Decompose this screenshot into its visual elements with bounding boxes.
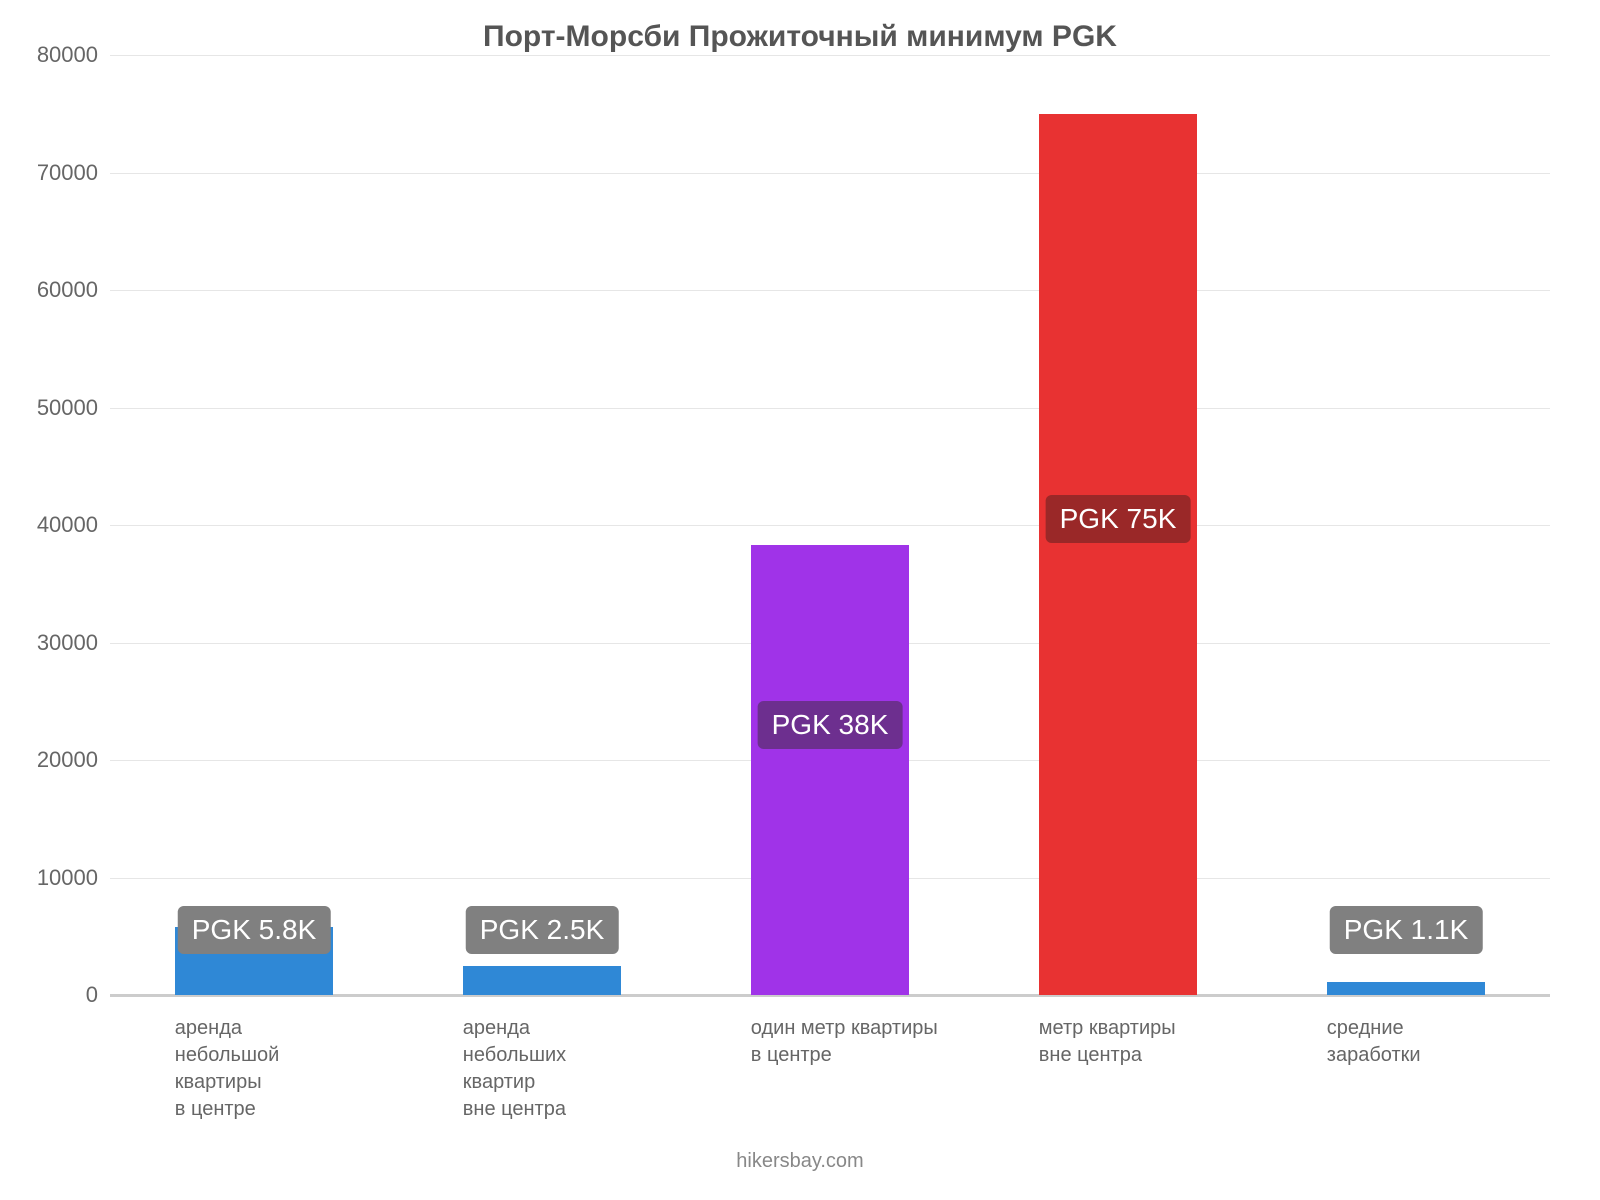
- value-label: PGK 2.5K: [466, 906, 619, 954]
- gridline: [110, 408, 1550, 409]
- y-tick-label: 0: [86, 982, 98, 1008]
- bar: [463, 966, 621, 995]
- x-tick-label: аренда небольших квартир вне центра: [463, 1015, 737, 1123]
- bar: [1039, 114, 1197, 995]
- value-label: PGK 5.8K: [178, 906, 331, 954]
- x-tick-label: метр квартиры вне центра: [1039, 1015, 1313, 1069]
- value-label: PGK 75K: [1046, 495, 1191, 543]
- chart-title: Порт-Морсби Прожиточный минимум PGK: [0, 20, 1600, 54]
- gridline: [110, 173, 1550, 174]
- y-tick-label: 40000: [37, 512, 98, 538]
- chart-footer: hikersbay.com: [0, 1150, 1600, 1173]
- plot-area: 0100002000030000400005000060000700008000…: [110, 55, 1550, 995]
- y-tick-label: 50000: [37, 395, 98, 421]
- y-tick-label: 80000: [37, 42, 98, 68]
- cost-of-living-chart: Порт-Морсби Прожиточный минимум PGK 0100…: [0, 0, 1600, 1200]
- gridline: [110, 525, 1550, 526]
- x-tick-label: один метр квартиры в центре: [751, 1015, 1025, 1069]
- y-tick-label: 70000: [37, 160, 98, 186]
- bar: [1327, 982, 1485, 995]
- y-tick-label: 30000: [37, 630, 98, 656]
- gridline: [110, 290, 1550, 291]
- bar: [751, 545, 909, 995]
- gridline: [110, 55, 1550, 56]
- y-tick-label: 10000: [37, 865, 98, 891]
- x-tick-label: аренда небольшой квартиры в центре: [175, 1015, 449, 1123]
- x-tick-label: средние заработки: [1327, 1015, 1600, 1069]
- y-tick-label: 60000: [37, 277, 98, 303]
- value-label: PGK 1.1K: [1330, 906, 1483, 954]
- value-label: PGK 38K: [758, 701, 903, 749]
- y-tick-label: 20000: [37, 747, 98, 773]
